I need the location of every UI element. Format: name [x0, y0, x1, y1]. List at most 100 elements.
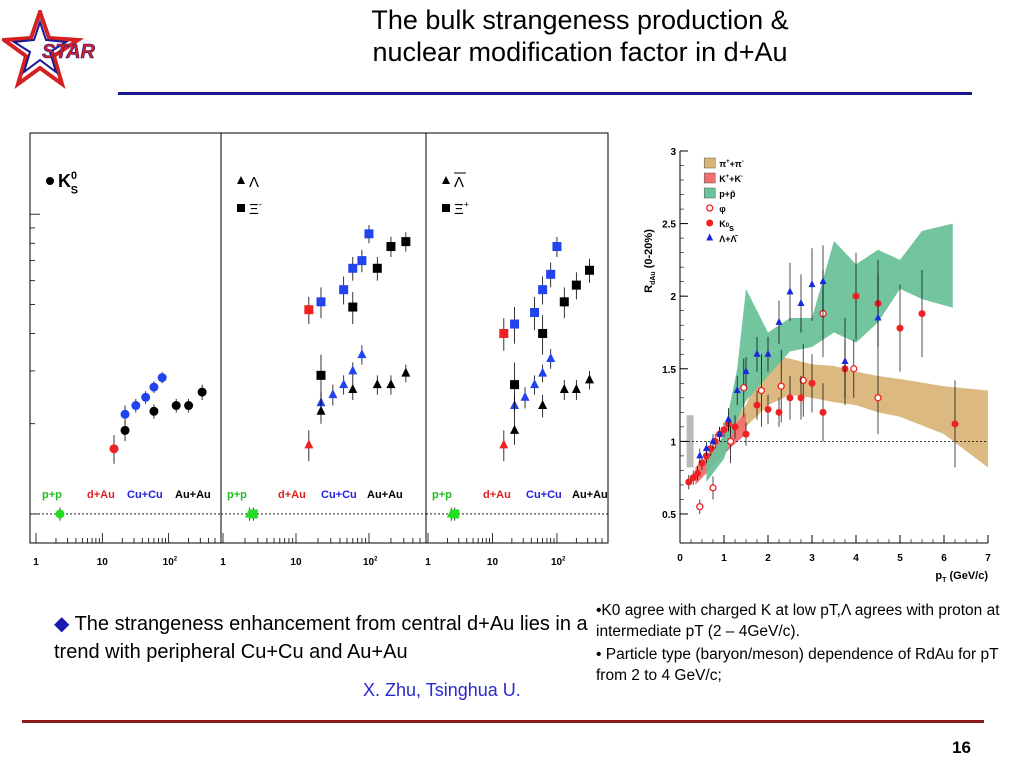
slide-title: The bulk strangeness production & nuclea…	[250, 4, 910, 68]
system-label-1: d+Au	[278, 489, 306, 501]
data-point	[149, 406, 159, 416]
data-point	[348, 302, 358, 312]
data-point	[357, 256, 367, 266]
data-point	[450, 509, 460, 519]
data-point	[386, 242, 396, 252]
legend-label-part: s	[729, 223, 734, 233]
system-label-3: Au+Au	[367, 489, 403, 501]
data-point	[819, 277, 827, 285]
diamond-bullet-icon: ◆	[54, 613, 75, 635]
y-axis-label-main: R	[643, 285, 655, 293]
legend-label-0: π++π-	[719, 159, 744, 169]
data-point	[797, 298, 805, 306]
data-point	[131, 401, 141, 411]
data-point	[109, 444, 119, 454]
data-point	[316, 297, 326, 307]
data-point	[364, 229, 374, 239]
data-point	[764, 349, 772, 357]
system-label-1: d+Au	[87, 489, 115, 501]
data-point	[530, 379, 540, 389]
legend-label-1-main: Ξ	[249, 201, 259, 218]
data-point	[120, 409, 130, 419]
system-label-2: Cu+Cu	[321, 489, 357, 501]
x-tick-label-2-sup: 2	[174, 557, 178, 563]
data-point	[709, 436, 717, 444]
x-tick-label-2-main: 10	[163, 557, 175, 568]
data-point	[775, 317, 783, 325]
system-label-0: p+p	[432, 489, 452, 501]
data-point	[733, 386, 741, 394]
legend-label-0-sup: 0	[71, 170, 77, 182]
data-point	[819, 408, 827, 416]
y-tick-label: 2.5	[662, 220, 676, 231]
legend-label-0: Λ	[249, 174, 259, 191]
data-point	[585, 265, 595, 275]
series-6	[316, 364, 411, 424]
data-point	[499, 328, 509, 338]
data-point	[546, 353, 556, 363]
data-point	[510, 380, 520, 390]
data-point	[55, 509, 65, 519]
data-point	[694, 469, 702, 477]
data-point	[786, 287, 794, 295]
data-point	[372, 263, 382, 273]
x-tick-label-0: 1	[33, 557, 39, 568]
data-point	[808, 280, 816, 288]
legend-label-part: +K	[729, 174, 741, 184]
legend-label-part: K	[719, 219, 726, 229]
x-tick-label-2: 102	[163, 557, 178, 569]
data-point	[357, 349, 367, 359]
x-tick-label: 4	[853, 553, 859, 564]
data-point	[951, 420, 959, 428]
legend-label-1: Ξ-	[249, 199, 262, 218]
normalization-box	[686, 415, 694, 468]
data-point	[316, 370, 326, 380]
legend-label-1-main: Ξ	[454, 201, 464, 218]
series-3	[499, 318, 509, 351]
system-label-3: Au+Au	[175, 489, 211, 501]
legend-label-part: +	[726, 159, 730, 165]
right-bullet-2: • Particle type (baryon/meson) dependenc…	[596, 646, 999, 684]
legend-label-part: π	[719, 159, 726, 169]
y-tick-label: 3	[670, 147, 676, 158]
x-tick-label: 2	[765, 553, 771, 564]
legend-label-part: -	[741, 174, 743, 180]
data-point	[401, 237, 411, 247]
star-logo-text: STAR	[42, 41, 96, 63]
legend-label-part: 0	[726, 223, 730, 229]
page-number: 16	[952, 738, 971, 757]
system-label-0: p+p	[227, 489, 247, 501]
data-point	[184, 401, 194, 411]
plot-frame	[29, 132, 609, 544]
legend-label-0: Λ	[454, 174, 464, 191]
series-6	[510, 370, 595, 445]
legend-label-part: +	[726, 174, 730, 180]
legend-label-3: φ	[719, 204, 726, 214]
series-1	[109, 435, 119, 464]
data-point	[742, 367, 750, 375]
x-tick-label-0: 1	[425, 557, 431, 568]
x-axis-label: pT (GeV/c)	[935, 570, 988, 583]
legend-marker-0	[442, 176, 450, 184]
data-point	[546, 269, 556, 279]
data-point	[141, 392, 151, 402]
x-tick-label: 1	[721, 553, 727, 564]
data-point	[777, 382, 785, 390]
star-logo-inner	[10, 18, 70, 75]
legend-label-1: Ξ+	[454, 199, 469, 218]
data-point	[709, 484, 717, 492]
system-label-3: Au+Au	[572, 489, 608, 501]
data-point	[304, 305, 314, 315]
data-point	[797, 394, 805, 402]
data-point	[571, 280, 581, 290]
x-tick-label-2-main: 10	[551, 557, 563, 568]
data-point	[510, 424, 520, 434]
data-point	[799, 376, 807, 385]
data-point	[348, 263, 358, 273]
author-credit: X. Zhu, Tsinghua U.	[363, 680, 521, 700]
x-tick-label-2: 102	[551, 557, 566, 569]
title-rule	[118, 92, 972, 95]
series-0	[55, 507, 65, 521]
